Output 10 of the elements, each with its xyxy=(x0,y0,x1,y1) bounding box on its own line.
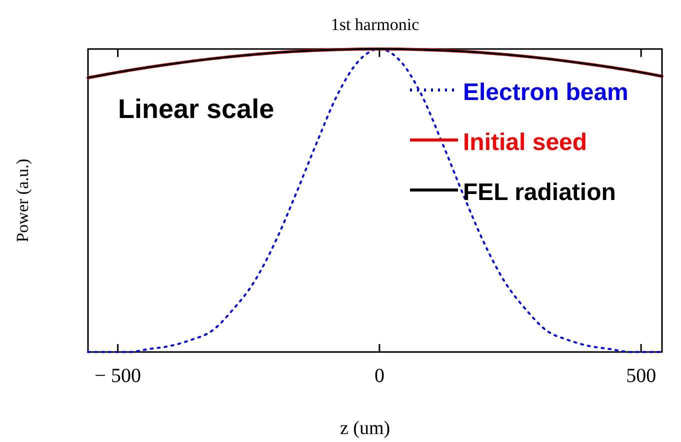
legend-label: Initial seed xyxy=(463,129,588,156)
x-tick-label: − 500 xyxy=(94,365,141,387)
legend-label: Electron beam xyxy=(463,79,628,106)
x-tick-label: 0 xyxy=(374,365,384,387)
chart-title: 1st harmonic xyxy=(330,15,420,34)
x-tick-label: 500 xyxy=(626,365,656,387)
y-axis-title: Power (a.u.) xyxy=(13,158,32,242)
x-axis-title: z (um) xyxy=(340,418,390,439)
annotation: Linear scale xyxy=(118,94,274,124)
legend-label: FEL radiation xyxy=(463,179,616,206)
